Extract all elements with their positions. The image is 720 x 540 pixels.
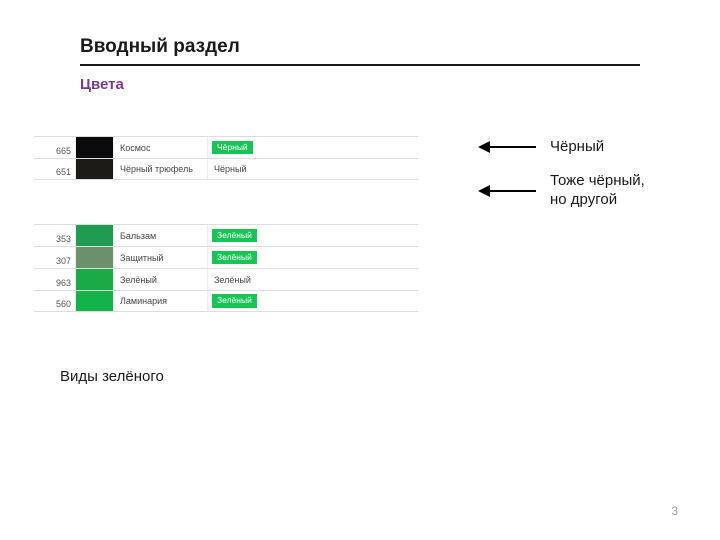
tag-pill: Зелёный [212,229,257,242]
color-swatch [76,225,114,246]
tag-cell: Чёрный [208,159,418,179]
annotation-text: Тоже чёрный,но другой [550,172,645,210]
tag-cell: Чёрный [208,137,418,158]
tag-pill: Чёрный [212,141,253,154]
tag-cell: Зелёный [208,247,418,268]
color-swatch [76,137,114,158]
section-title: Вводный раздел [80,36,640,66]
annotation-black: Чёрный [480,138,604,157]
green-caption: Виды зелёного [60,368,164,385]
tag-cell: Зелёный [208,225,418,246]
code-cell: 963 [34,269,76,290]
arrow-left-icon [480,190,536,192]
tag-pill: Зелёный [212,294,257,307]
color-swatch [76,291,114,311]
black-group: 665 Космос Чёрный 651 Чёрный трюфель Чёрный [34,136,418,180]
code-cell: 651 [34,159,76,179]
table-row: 307 Защитный Зелёный [34,246,418,268]
name-cell: Ламинария [114,291,208,311]
color-tables: 665 Космос Чёрный 651 Чёрный трюфель Чёрный 3… [34,136,418,312]
tag-text: Зелёный [212,275,251,285]
name-cell: Зелёный [114,269,208,290]
table-row: 963 Зелёный Зелёный [34,268,418,290]
name-cell: Защитный [114,247,208,268]
color-swatch [76,247,114,268]
name-cell: Бальзам [114,225,208,246]
tag-cell: Зелёный [208,291,418,311]
tag-text: Чёрный [212,164,246,174]
color-swatch [76,269,114,290]
section-subtitle: Цвета [80,76,640,93]
code-cell: 665 [34,137,76,158]
table-row: 665 Космос Чёрный [34,136,418,158]
page-number: 3 [671,504,678,518]
tag-cell: Зелёный [208,269,418,290]
table-row: 353 Бальзам Зелёный [34,224,418,246]
tag-pill: Зелёный [212,251,257,264]
code-cell: 353 [34,225,76,246]
arrow-left-icon [480,146,536,148]
color-swatch [76,159,114,179]
code-cell: 560 [34,291,76,311]
annotation-text: Чёрный [550,138,604,157]
table-row: 560 Ламинария Зелёный [34,290,418,312]
annotation-also-black: Тоже чёрный,но другой [480,172,645,210]
table-row: 651 Чёрный трюфель Чёрный [34,158,418,180]
name-cell: Чёрный трюфель [114,159,208,179]
green-group: 353БальзамЗелёный307ЗащитныйЗелёный963Зе… [34,224,418,312]
name-cell: Космос [114,137,208,158]
code-cell: 307 [34,247,76,268]
